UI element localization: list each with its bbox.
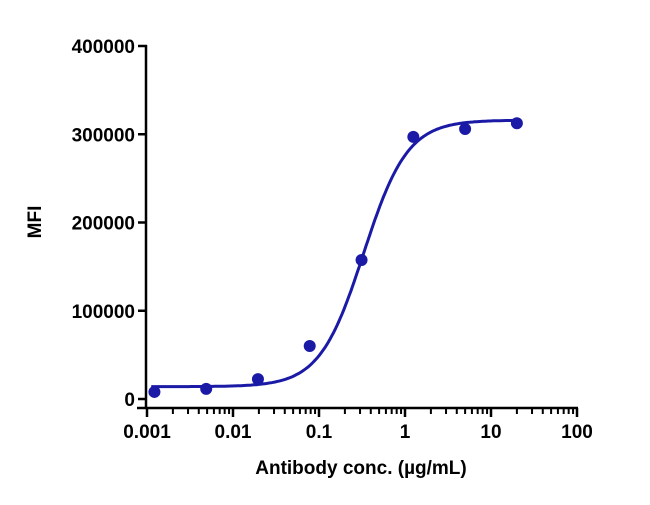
y-tick-label: 0 <box>124 390 135 411</box>
data-points <box>148 117 523 398</box>
y-tick-label: 400000 <box>72 37 135 58</box>
x-axis-title: Antibody conc. (µg/mL) <box>255 458 467 479</box>
data-point <box>407 130 420 143</box>
x-tick-label: 0.01 <box>215 422 252 443</box>
y-tick-label: 200000 <box>72 214 135 235</box>
data-point <box>355 254 368 267</box>
data-point <box>459 122 472 135</box>
y-axis-title: MFI <box>25 206 46 239</box>
x-tick-label: 1 <box>400 422 411 443</box>
y-tick-label: 300000 <box>72 125 135 146</box>
x-tick-label: 100 <box>561 422 593 443</box>
x-axis: 0.001 0.01 0.1 1 10 100 <box>123 406 593 443</box>
y-axis: 0 100000 200000 300000 400000 <box>72 37 148 411</box>
x-tick-label: 10 <box>480 422 501 443</box>
x-tick-label: 0.1 <box>306 422 333 443</box>
data-point <box>200 382 213 395</box>
fit-curve <box>151 118 518 389</box>
data-point <box>251 373 264 386</box>
data-point <box>510 117 523 130</box>
y-tick-label: 100000 <box>72 302 135 323</box>
data-point <box>303 340 316 353</box>
x-tick-label: 0.001 <box>123 422 171 443</box>
data-point <box>148 385 161 398</box>
